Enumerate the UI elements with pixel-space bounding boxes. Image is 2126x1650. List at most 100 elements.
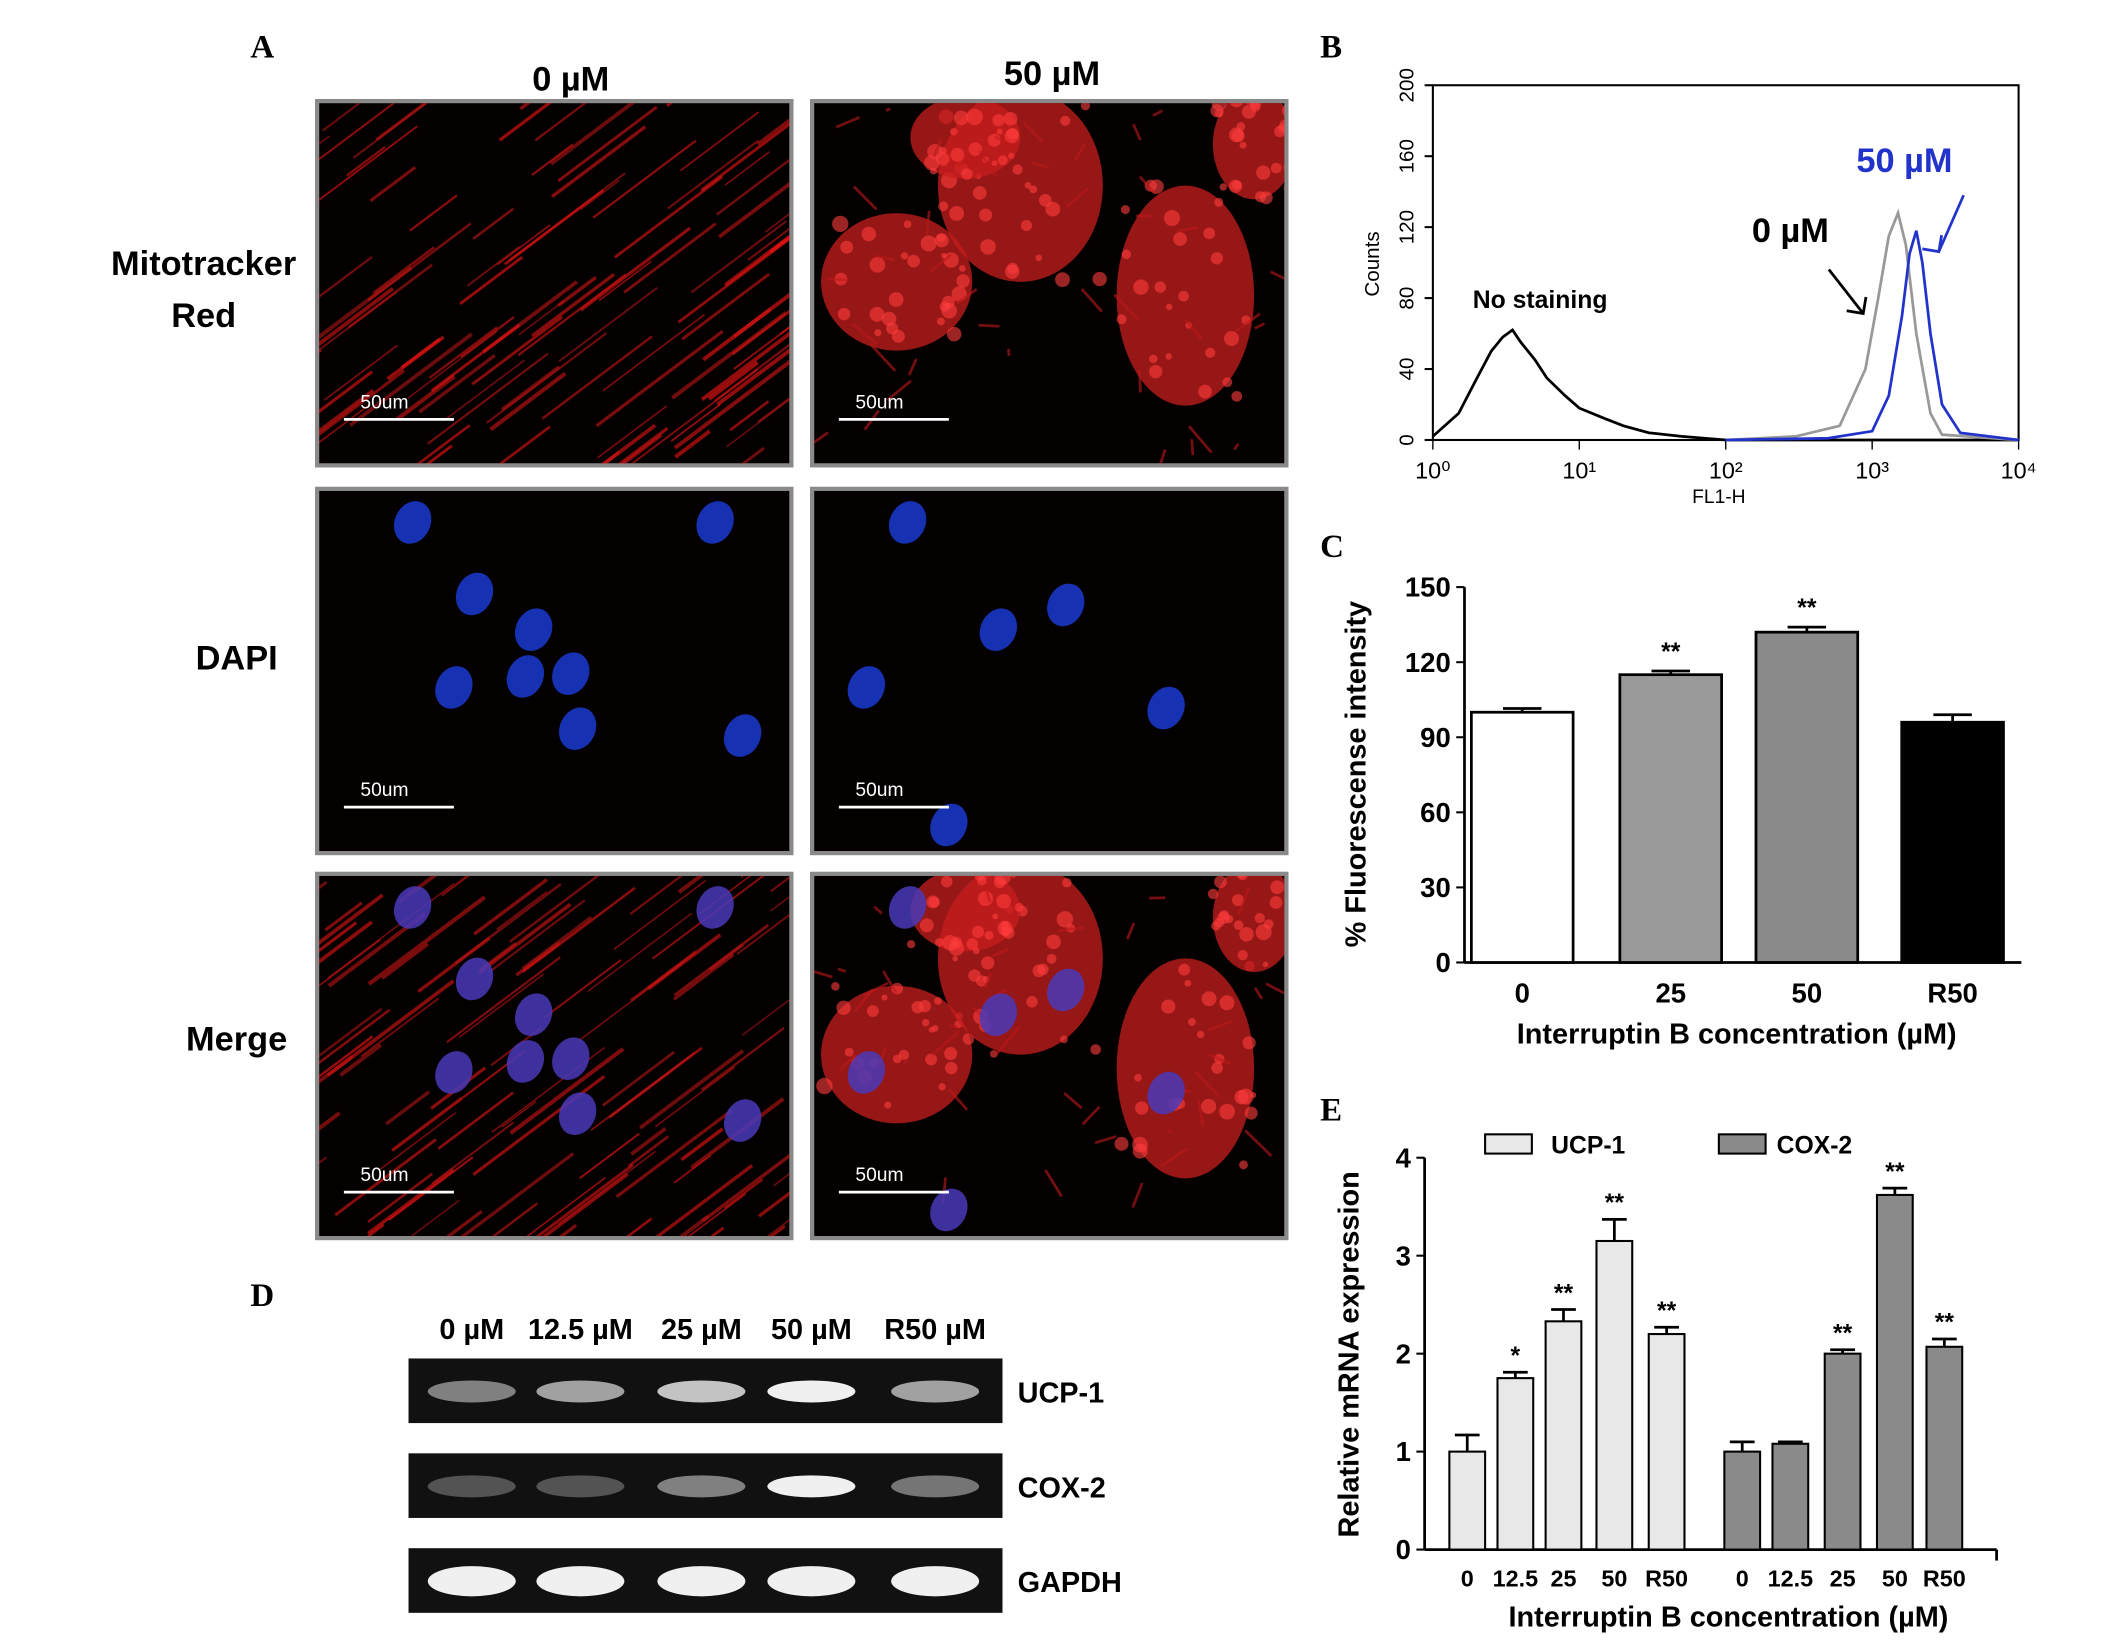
mito-dot: [938, 1083, 945, 1090]
bar: [1620, 675, 1722, 963]
y-tick-label: 0: [1396, 434, 1419, 445]
y-tick-label: 1: [1396, 1436, 1411, 1467]
mito-dot: [1219, 1104, 1235, 1120]
mito-dot: [1256, 165, 1270, 179]
mito-dot: [1211, 1062, 1223, 1074]
mito-dot: [1046, 935, 1061, 950]
mito-dot: [1015, 903, 1024, 912]
mito-dot: [881, 995, 887, 1001]
mito-dot: [1134, 1074, 1142, 1082]
mito-dot: [949, 206, 964, 221]
gel-band: [428, 1566, 516, 1596]
mito-dot: [1242, 105, 1256, 119]
mito-streak: [667, 59, 729, 106]
mito-dot: [1239, 1160, 1248, 1169]
micrograph: 50um: [319, 491, 789, 851]
mito-dot: [1035, 254, 1042, 261]
mito-dot: [831, 982, 840, 991]
gel-band: [891, 1566, 979, 1596]
mito-dot: [945, 1062, 957, 1074]
bar: [1471, 712, 1573, 962]
gel-band: [428, 1380, 516, 1402]
mito-dot: [972, 926, 984, 938]
mito-dot: [1229, 127, 1244, 142]
mito-streak: [299, 17, 415, 104]
mito-streak: [979, 325, 1000, 326]
mito-dot: [1270, 880, 1284, 894]
panel-label: E: [1320, 1093, 1342, 1129]
y-tick-label: 150: [1405, 572, 1451, 603]
mito-dot: [1198, 385, 1212, 399]
x-tick-label: 0: [1461, 1566, 1474, 1592]
mito-dot: [1039, 194, 1052, 207]
mito-dot: [892, 330, 905, 343]
mito-dot: [838, 308, 851, 321]
mito-dot: [1263, 962, 1269, 968]
micrograph: 50um: [809, 859, 1300, 1238]
mito-dot: [1021, 220, 1032, 231]
mito-streak: [886, 109, 890, 111]
x-tick-label: 10⁴: [2001, 457, 2037, 483]
x-tick-label: R50: [1645, 1566, 1688, 1592]
mito-dot: [832, 216, 848, 232]
bar: [1825, 1354, 1861, 1550]
arrow: [1829, 269, 1863, 313]
mito-dot: [1178, 964, 1190, 976]
panel-label: D: [250, 1278, 274, 1314]
mito-dot: [985, 931, 994, 940]
mito-streak: [721, 1251, 784, 1298]
mito-dot: [901, 252, 908, 259]
scale-bar-label: 50um: [360, 780, 408, 801]
mito-dot: [816, 1078, 832, 1094]
mito-dot: [956, 274, 969, 287]
gel-band: [536, 1380, 624, 1402]
mito-dot: [1238, 950, 1248, 960]
x-tick-label: 50: [1792, 977, 1823, 1008]
mito-dot: [862, 227, 877, 242]
significance: **: [1657, 1298, 1677, 1325]
significance: **: [1605, 1190, 1625, 1217]
mito-dot: [840, 241, 853, 254]
mito-dot: [952, 956, 958, 962]
x-axis-label: Interruptin B concentration (µM): [1517, 1019, 1957, 1051]
scale-bar-label: 50um: [855, 780, 903, 801]
mito-dot: [1229, 180, 1242, 193]
mito-dot: [1240, 142, 1247, 149]
mito-dot: [954, 111, 969, 126]
mito-dot: [937, 317, 945, 325]
series-annotation: 50 µM: [1856, 142, 1952, 180]
arrow: [1939, 195, 1964, 251]
mito-dot: [1166, 304, 1173, 311]
gel-band: [767, 1380, 855, 1402]
y-tick-label: 160: [1396, 139, 1419, 173]
y-tick-label: 30: [1420, 872, 1451, 903]
x-tick-label: 10⁰: [1415, 457, 1450, 483]
mito-dot: [1222, 377, 1232, 387]
mito-dot: [935, 938, 944, 947]
row-label: Merge: [186, 1020, 287, 1058]
plot-frame: [1433, 85, 2019, 440]
mito-dot: [1057, 911, 1073, 927]
mito-dot: [941, 876, 953, 888]
significance: **: [1833, 1320, 1853, 1347]
micrograph: 50um: [814, 491, 1284, 853]
mito-dot: [1008, 153, 1014, 159]
scale-bar-label: 50um: [855, 392, 903, 413]
mito-streak: [265, 350, 321, 392]
mito-dot: [973, 186, 987, 200]
significance: **: [1554, 1280, 1574, 1307]
mito-dot: [1267, 87, 1275, 95]
legend-swatch: [1485, 1134, 1532, 1153]
mito-dot: [994, 876, 1006, 888]
mito-dot: [1092, 272, 1106, 286]
mito-dot: [1055, 272, 1070, 287]
row-label: Mitotracker: [111, 245, 296, 283]
mito-dot: [1060, 1035, 1068, 1043]
y-tick-label: 80: [1396, 287, 1419, 310]
mito-dot: [1289, 918, 1300, 929]
mito-dot: [996, 894, 1011, 909]
y-tick-label: 120: [1396, 210, 1419, 244]
mito-dot: [938, 201, 948, 211]
mito-dot: [1245, 1107, 1258, 1120]
mito-dot: [1214, 198, 1223, 207]
